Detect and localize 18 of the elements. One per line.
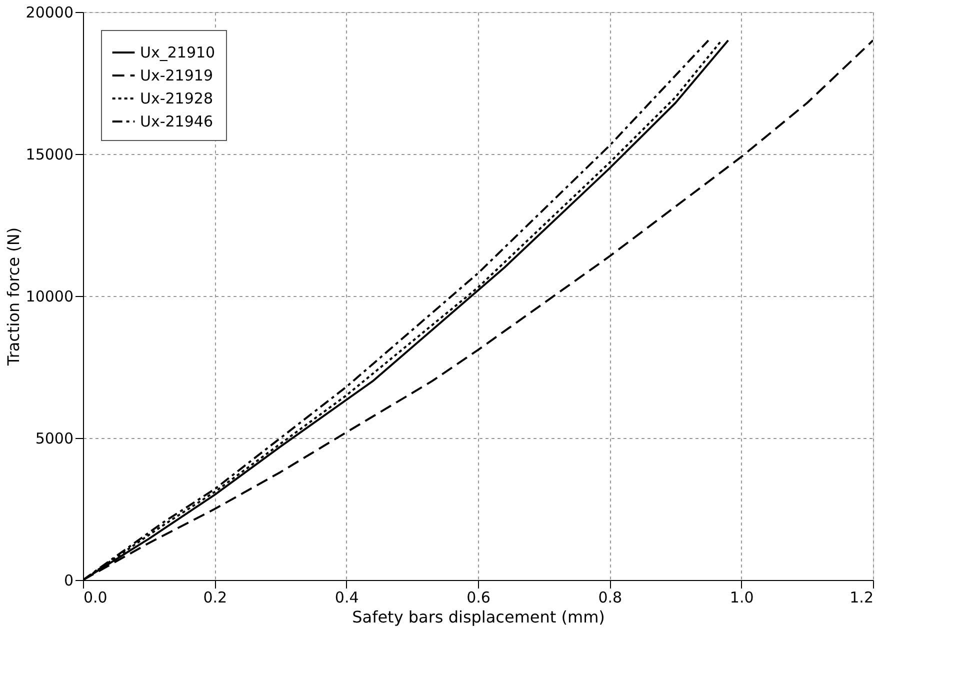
x-tick-label: 1.0 <box>730 588 754 606</box>
x-tick-label: 0.8 <box>598 588 622 606</box>
legend-label: Ux-21928 <box>140 90 213 108</box>
y-tick-label: 0 <box>64 572 74 590</box>
y-tick-label: 5000 <box>35 430 74 448</box>
x-tick-label: 1.2 <box>850 588 874 606</box>
legend-label: Ux_21910 <box>140 44 216 62</box>
x-tick-label: 0.2 <box>203 588 228 606</box>
y-tick-label: 20000 <box>26 4 74 22</box>
y-tick-label: 15000 <box>26 146 74 164</box>
x-axis-title: Safety bars displacement (mm) <box>352 608 605 626</box>
legend-label: Ux-21919 <box>140 66 213 84</box>
y-axis-title: Traction force (N) <box>4 227 23 367</box>
x-tick-label: 0.4 <box>334 588 359 606</box>
legend-label: Ux-21946 <box>140 112 213 130</box>
x-tick-label: 0.6 <box>466 588 490 606</box>
x-tick-label: 0.0 <box>84 588 108 606</box>
y-tick-label: 10000 <box>26 288 74 306</box>
